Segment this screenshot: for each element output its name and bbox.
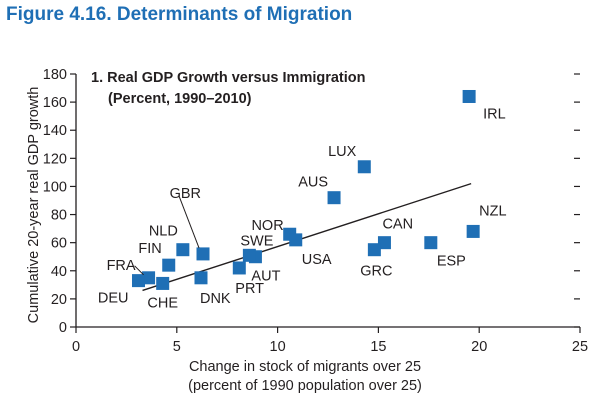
point-label-swe: SWE [240, 233, 273, 249]
leader-lines [134, 195, 200, 276]
point-grc [367, 243, 381, 257]
point-label-che: CHE [147, 295, 178, 311]
point-label-nld: NLD [149, 224, 178, 240]
point-che [156, 276, 170, 290]
point-lux [357, 160, 371, 174]
x-tick-label: 25 [572, 339, 588, 355]
y-tick-label: 180 [43, 67, 67, 83]
point-esp [424, 236, 438, 250]
point-label-esp: ESP [437, 254, 466, 270]
point-label-aut: AUT [251, 269, 280, 285]
point-fin [162, 258, 176, 272]
axes: 0 20 40 60 80 100 120 140 160 180 0 5 10 15 20 25 [43, 67, 588, 355]
x-tick-label: 10 [270, 339, 286, 355]
point-gbr [196, 247, 210, 261]
point-usa [289, 233, 303, 247]
y-tick-label: 80 [51, 208, 67, 224]
panel-title: 1. Real GDP Growth versus Immigration [91, 70, 366, 86]
point-label-nor: NOR [251, 218, 283, 234]
point-label-prt: PRT [235, 281, 264, 297]
point-label-grc: GRC [360, 264, 392, 280]
x-axis-label: Change in stock of migrants over 25 [189, 359, 421, 375]
y-tick-label: 160 [43, 95, 67, 111]
point-label-can: CAN [382, 217, 413, 233]
point-irl [462, 89, 476, 103]
y-tick-label: 120 [43, 151, 67, 167]
point-label-fin: FIN [138, 241, 161, 257]
y-tick-label: 20 [51, 292, 67, 308]
point-label-dnk: DNK [200, 291, 231, 307]
point-label-fra: FRA [107, 258, 136, 274]
point-swe [242, 248, 256, 262]
point-label-aus: AUS [298, 175, 328, 191]
point-deu [131, 274, 145, 288]
figure-title: Figure 4.16. Determinants of Migration [6, 4, 353, 25]
y-tick-label: 140 [43, 123, 67, 139]
point-label-usa: USA [302, 252, 332, 268]
point-can [377, 236, 391, 250]
point-fra [142, 271, 156, 285]
point-label-nzl: NZL [479, 203, 506, 219]
point-prt [232, 261, 246, 275]
y-tick-label: 60 [51, 236, 67, 252]
x-tick-label: 0 [72, 339, 80, 355]
point-label-irl: IRL [483, 106, 506, 122]
x-axis-label-line2: (percent of 1990 population over 25) [188, 378, 422, 394]
x-tick-label: 20 [471, 339, 487, 355]
point-nld [176, 243, 190, 257]
data-points [131, 89, 480, 290]
point-aus [327, 191, 341, 205]
y-tick-label: 40 [51, 264, 67, 280]
x-tick-label: 5 [173, 339, 181, 355]
point-dnk [194, 271, 208, 285]
leader-fra [134, 265, 144, 276]
x-tick-label: 15 [370, 339, 386, 355]
y-tick-label: 100 [43, 179, 67, 195]
leader-gbr [178, 195, 200, 249]
point-nzl [466, 224, 480, 238]
y-tick-label: 0 [59, 320, 67, 336]
point-label-lux: LUX [328, 144, 357, 160]
panel-subtitle: (Percent, 1990–2010) [108, 91, 252, 107]
point-label-deu: DEU [98, 291, 129, 307]
point-label-gbr: GBR [170, 186, 201, 202]
y-axis-label: Cumulative 20-year real GDP growth [26, 87, 42, 324]
